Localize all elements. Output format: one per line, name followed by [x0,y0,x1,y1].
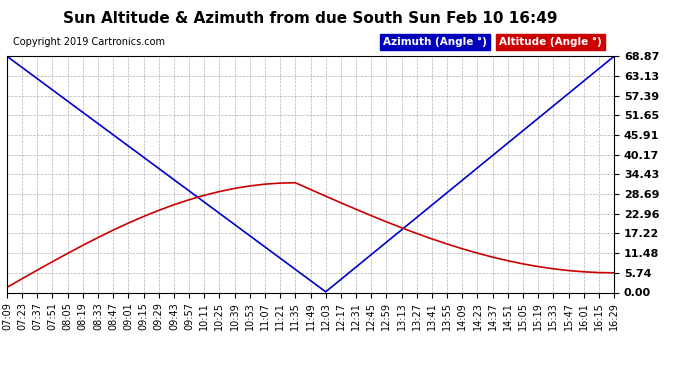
Text: Copyright 2019 Cartronics.com: Copyright 2019 Cartronics.com [13,37,165,47]
Text: Altitude (Angle °): Altitude (Angle °) [499,37,602,47]
Text: Azimuth (Angle °): Azimuth (Angle °) [384,37,487,47]
Text: Sun Altitude & Azimuth from due South Sun Feb 10 16:49: Sun Altitude & Azimuth from due South Su… [63,11,558,26]
